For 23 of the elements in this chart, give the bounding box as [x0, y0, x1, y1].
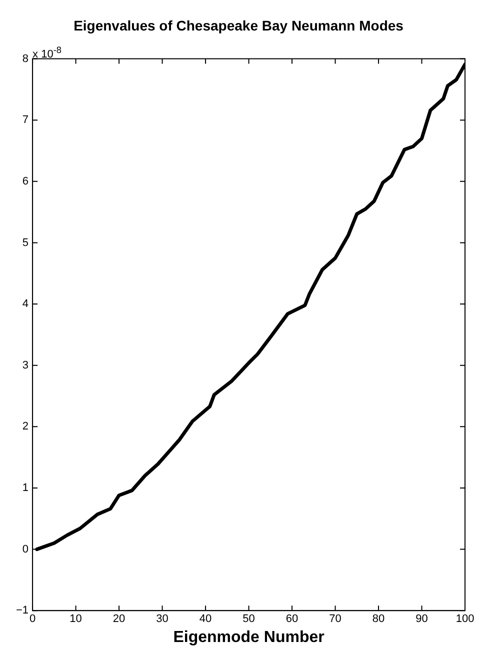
x-tick-label: 80 [372, 613, 385, 626]
y-tick-label: −1 [16, 604, 29, 617]
x-tick-label: 20 [112, 613, 126, 626]
x-tick-label: 60 [286, 613, 298, 626]
x-tick-label: 30 [156, 613, 168, 626]
y-tick-label: 6 [22, 175, 29, 188]
y-tick-label: 3 [22, 359, 29, 372]
axis-multiplier: x 10$^{-8}$ [32, 44, 62, 62]
y-tick-label: 1 [22, 482, 29, 494]
y-tick-label: 4 [22, 298, 29, 310]
x-tick-label: 40 [199, 613, 212, 626]
y-tick-label: 7 [22, 114, 29, 126]
x-tick-label: 70 [329, 613, 342, 626]
y-tick-label: 8 [22, 52, 29, 65]
x-tick-label: 50 [242, 613, 255, 626]
x-tick-label: 100 [456, 613, 474, 626]
y-tick-label: 5 [22, 236, 29, 249]
y-tick-label: 0 [22, 543, 29, 556]
chart-title: Eigenvalues of Chesapeake Bay Neumann Modes [74, 17, 404, 34]
x-axis-title: Eigenmode Number [173, 628, 324, 646]
x-tick-label: 10 [70, 613, 82, 626]
x-tick-label: 90 [416, 613, 428, 626]
y-tick-label: 2 [22, 420, 29, 433]
